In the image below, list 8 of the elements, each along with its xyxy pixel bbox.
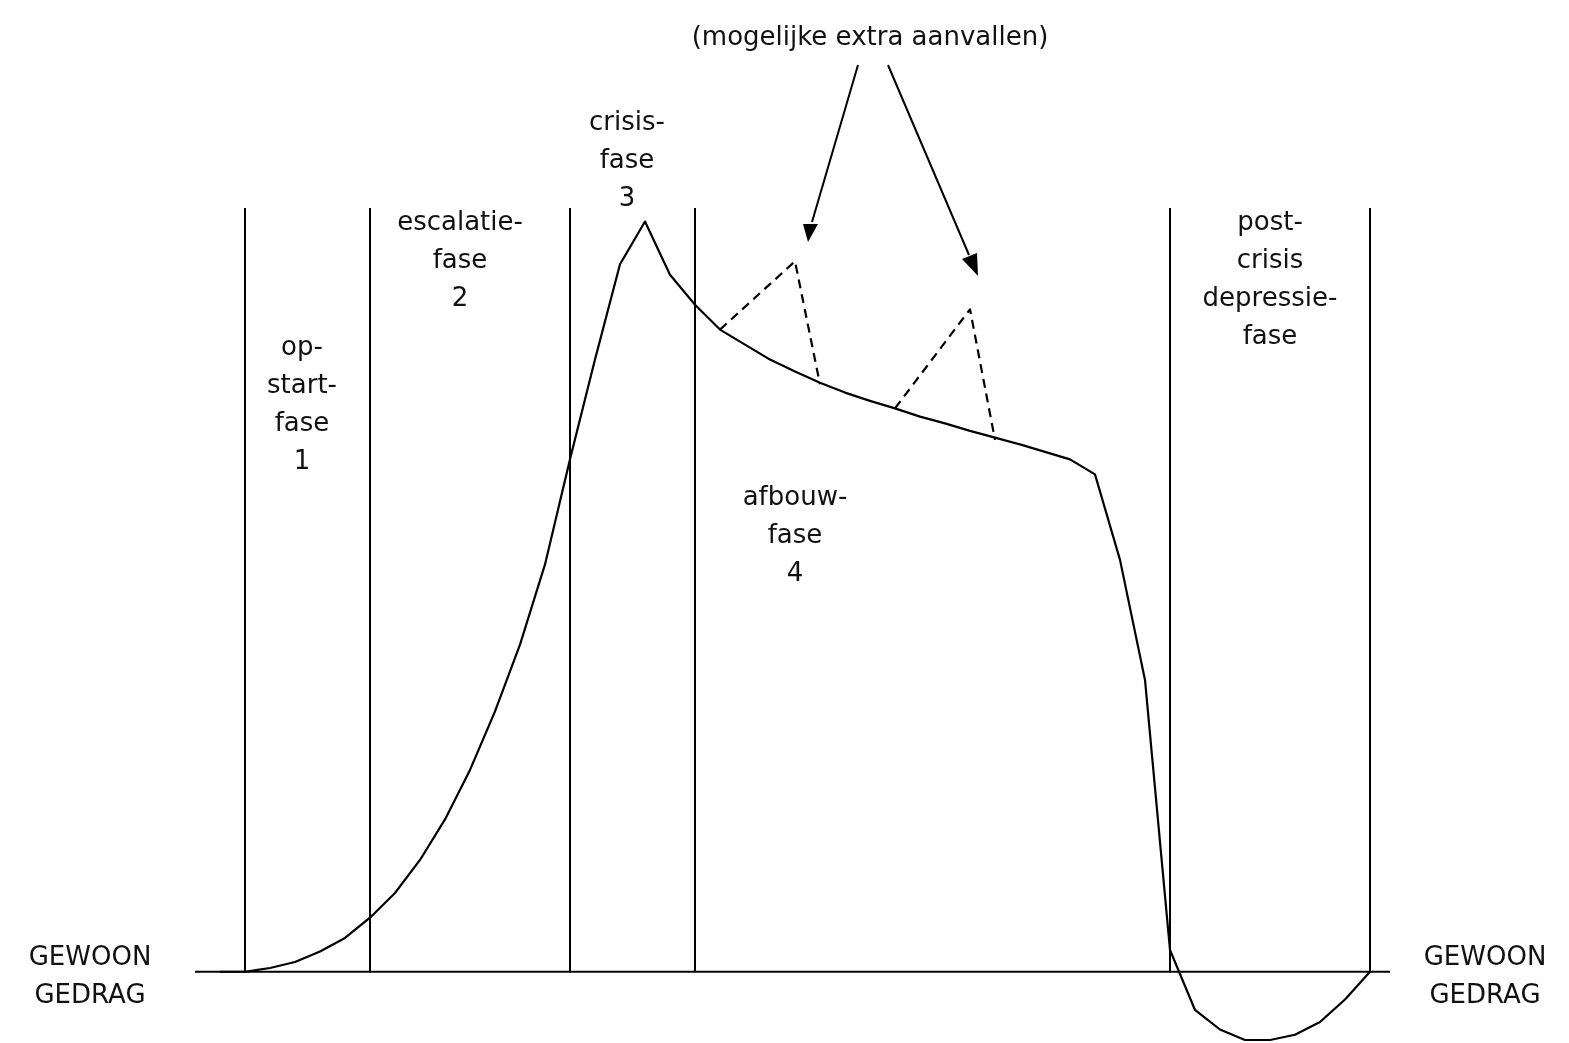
annotation: op- start- fase 1 — [267, 331, 337, 475]
annotation: escalatie- fase 2 — [397, 206, 523, 312]
text: (mogelijke extra aanvallen) — [691, 21, 1049, 51]
text: GEWOON GEDRAG — [28, 941, 152, 1009]
text: crisis- fase 3 — [589, 106, 665, 212]
annotation: afbouw- fase 4 — [742, 481, 848, 587]
text: GEWOON GEDRAG — [1423, 941, 1547, 1009]
annotation: post- crisis depressie- fase — [1202, 206, 1338, 350]
